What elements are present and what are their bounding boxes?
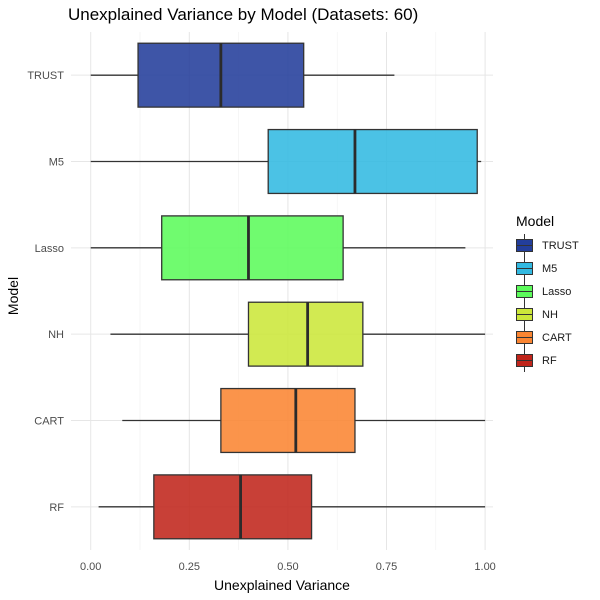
legend-label: TRUST	[542, 239, 579, 252]
box-nh	[110, 301, 486, 367]
grid	[71, 32, 493, 550]
legend-key	[516, 257, 533, 280]
legend-item-trust: TRUST	[516, 234, 579, 257]
legend-title: Model	[516, 213, 555, 229]
legend-median	[516, 360, 533, 361]
x-tick-label: 0.00	[80, 561, 101, 573]
box-trust	[90, 42, 395, 108]
legend-whisker-bottom	[524, 367, 525, 372]
legend-label: NH	[542, 308, 558, 321]
legend-median	[516, 268, 533, 269]
legend-whisker-top	[524, 280, 525, 285]
y-tick-label: TRUST	[27, 70, 64, 82]
legend-item-cart: CART	[516, 326, 579, 349]
legend-label: Lasso	[542, 285, 572, 298]
iqr-box	[153, 474, 313, 540]
legend-median	[516, 314, 533, 315]
legend-key	[516, 303, 533, 326]
legend-label: CART	[542, 331, 572, 344]
legend-median	[516, 337, 533, 338]
iqr-box	[220, 387, 356, 454]
iqr-box	[161, 215, 344, 281]
legend-whisker-bottom	[524, 344, 525, 349]
x-tick-label: 0.75	[376, 561, 397, 573]
legend-key	[516, 326, 533, 349]
legend-whisker-top	[524, 303, 525, 308]
legend-whisker-top	[524, 326, 525, 331]
legend-items: TRUST M5 Lasso NH CART RF	[516, 234, 579, 372]
legend-item-lasso: Lasso	[516, 280, 579, 303]
legend-label: RF	[542, 354, 557, 367]
plot-boxes	[90, 42, 486, 540]
legend-item-nh: NH	[516, 303, 579, 326]
box-lasso	[90, 215, 466, 281]
legend-median	[516, 291, 533, 292]
x-tick-label: 1.00	[474, 561, 495, 573]
x-axis-title: Unexplained Variance	[214, 577, 350, 593]
legend: Model TRUST M5 Lasso NH CART RF	[516, 213, 579, 372]
y-tick-label: CART	[34, 416, 64, 428]
iqr-box	[247, 301, 364, 367]
chart-title: Unexplained Variance by Model (Datasets:…	[68, 5, 419, 24]
y-axis-title: Model	[5, 277, 21, 315]
legend-median	[516, 245, 533, 246]
y-tick-label: Lasso	[35, 243, 64, 255]
box-cart	[122, 387, 486, 454]
x-tick-label: 0.25	[179, 561, 200, 573]
legend-whisker-top	[524, 349, 525, 354]
iqr-box	[267, 128, 478, 195]
box-rf	[98, 474, 486, 540]
y-tick-label: RF	[49, 502, 64, 514]
legend-whisker-top	[524, 257, 525, 262]
legend-item-rf: RF	[516, 349, 579, 372]
tick-labels: TRUST M5 Lasso NH CART RF 0.00 0.25 0.50 0.75 1.00	[27, 70, 495, 573]
legend-whisker-bottom	[524, 298, 525, 303]
legend-label: M5	[542, 262, 558, 275]
legend-whisker-bottom	[524, 252, 525, 257]
y-tick-label: NH	[48, 329, 64, 341]
legend-whisker-bottom	[524, 321, 525, 326]
legend-key	[516, 234, 533, 257]
legend-whisker-top	[524, 234, 525, 239]
box-m5	[90, 128, 482, 195]
legend-key	[516, 280, 533, 303]
x-tick-label: 0.50	[277, 561, 298, 573]
legend-whisker-bottom	[524, 275, 525, 280]
y-tick-label: M5	[49, 157, 64, 169]
legend-item-m5: M5	[516, 257, 579, 280]
legend-key	[516, 349, 533, 372]
